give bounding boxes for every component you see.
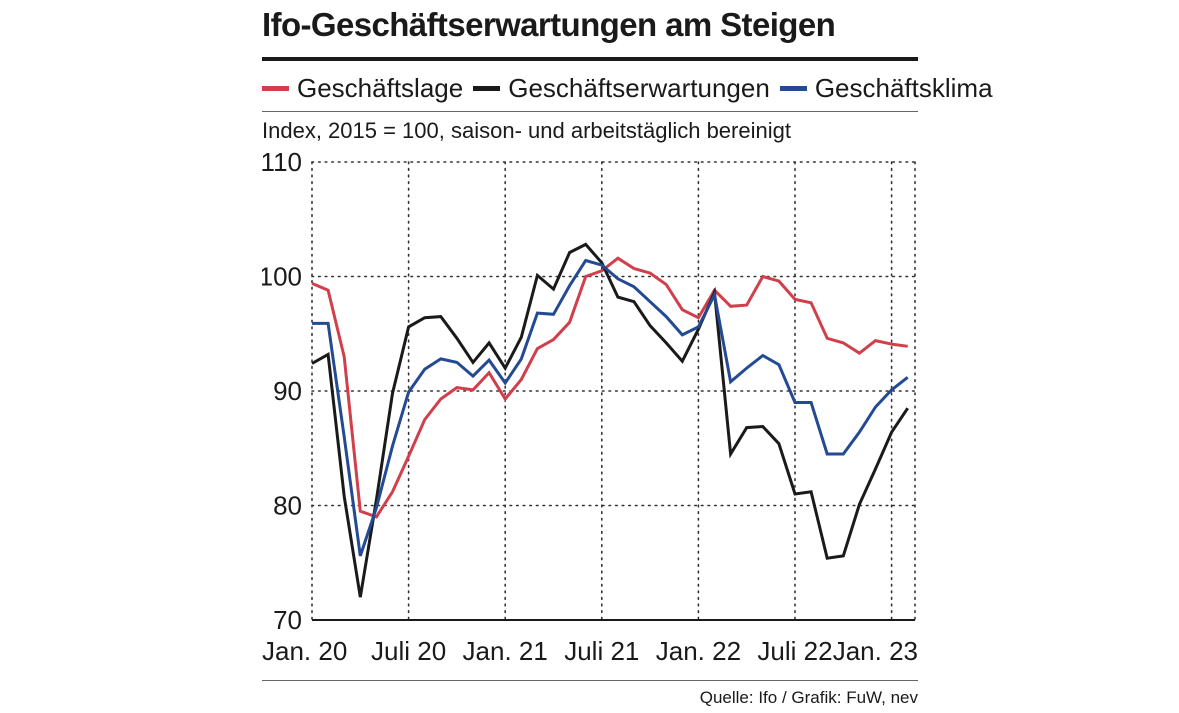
chart-figure: Ifo-Geschäftserwartungen am Steigen Gesc…: [262, 0, 993, 713]
legend-swatch-geschaeftsklima: [779, 85, 807, 91]
legend: Geschäftslage Geschäftserwartungen Gesch…: [262, 68, 993, 108]
legend-item-geschaeftserwartungen: Geschäftserwartungen: [473, 73, 770, 104]
footer-rule: [262, 680, 918, 681]
y-tick-label: 100: [262, 262, 302, 292]
line-chart: 70 80 90 100 110 Jan. 20 Juli 20 Jan. 21 Juli 21…: [262, 148, 918, 666]
y-tick-label: 80: [273, 491, 302, 521]
y-tick-label: 110: [262, 148, 302, 177]
x-tick-label: Juli 20: [371, 636, 446, 666]
legend-swatch-geschaeftserwartungen: [473, 85, 501, 91]
x-tick-label: Juli 22: [757, 636, 832, 666]
legend-rule: [262, 111, 918, 112]
legend-item-geschaeftsklima: Geschäftsklima: [779, 72, 993, 104]
x-tick-label: Jan. 20: [262, 636, 347, 666]
series-line-geschaeftserwartungen: [311, 242, 909, 598]
chart-subtitle: Index, 2015 = 100, saison- und arbeitstä…: [262, 118, 791, 143]
y-tick-label: 70: [273, 605, 302, 635]
legend-label-geschaeftslage: Geschäftslage: [297, 72, 464, 103]
legend-label-geschaeftsklima: Geschäftsklima: [814, 72, 993, 103]
y-tick-label: 90: [273, 376, 302, 406]
x-tick-label: Jan. 22: [656, 636, 741, 666]
series-line-geschaeftsklima: [312, 258, 909, 557]
legend-swatch-geschaeftslage: [262, 85, 289, 91]
x-tick-label: Juli 21: [564, 636, 639, 666]
title-rule: [262, 57, 918, 61]
series-line-geschaeftslage: [311, 256, 908, 519]
legend-item-geschaeftslage: Geschäftslage: [262, 73, 463, 104]
legend-label-geschaeftserwartungen: Geschäftserwartungen: [508, 72, 770, 103]
source-note: Quelle: Ifo / Grafik: FuW, nev: [699, 688, 918, 707]
chart-title: Ifo-Geschäftserwartungen am Steigen: [262, 6, 836, 43]
x-tick-label: Jan. 23: [833, 636, 918, 666]
x-tick-label: Jan. 21: [463, 636, 548, 666]
